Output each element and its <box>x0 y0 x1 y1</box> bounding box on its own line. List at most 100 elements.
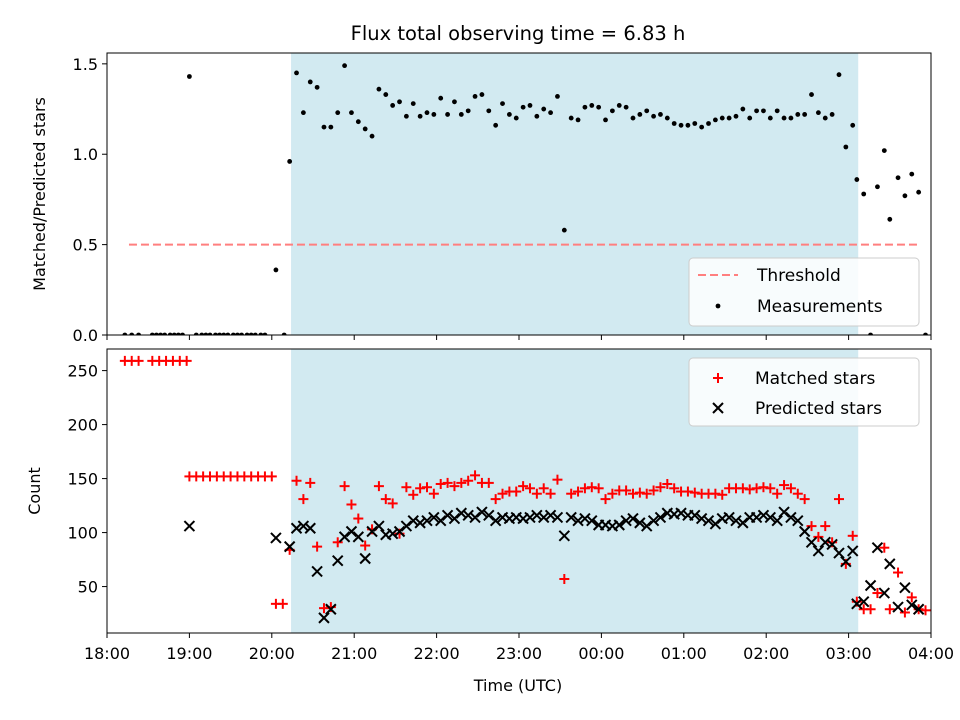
data-point-1-77 <box>798 525 811 538</box>
y-tick-label: 50 <box>78 578 98 597</box>
data-point-0-51 <box>470 470 481 481</box>
data-point-0-106 <box>809 92 814 97</box>
data-point-0-50 <box>463 475 474 486</box>
data-point-0-48 <box>410 101 416 107</box>
data-point-1-76 <box>792 514 804 527</box>
data-point-0-99 <box>799 494 810 505</box>
legend-matched-label: Matched stars <box>755 369 875 389</box>
data-point-0-112 <box>884 604 895 615</box>
series-measurements <box>122 63 928 335</box>
data-point-0-90 <box>699 124 705 130</box>
data-point-0-104 <box>833 494 844 505</box>
data-point-0-110 <box>836 72 842 78</box>
data-point-0-68 <box>548 110 553 116</box>
data-point-0-39 <box>349 110 354 116</box>
data-point-0-103 <box>788 115 794 121</box>
data-point-0-19 <box>225 332 231 335</box>
data-point-0-15 <box>207 332 213 335</box>
x-tick-label: 00:00 <box>578 644 624 663</box>
data-point-0-75 <box>596 104 602 110</box>
data-point-0-68 <box>586 482 597 493</box>
data-point-0-64 <box>559 574 570 585</box>
data-point-0-102 <box>781 115 787 121</box>
data-point-0-70 <box>561 227 567 233</box>
data-point-0-38 <box>380 494 391 505</box>
data-point-1-85 <box>851 598 863 610</box>
data-point-1-90 <box>884 558 896 570</box>
data-point-1-91 <box>892 601 904 613</box>
data-point-0-122 <box>916 189 922 195</box>
data-point-1-64 <box>709 518 722 530</box>
data-point-1-62 <box>695 512 708 525</box>
data-point-0-89 <box>692 121 698 126</box>
data-point-0-78 <box>655 482 666 493</box>
y-tick-label: 1.0 <box>73 145 98 164</box>
legend-threshold-label: Threshold <box>756 266 841 286</box>
data-point-1-74 <box>778 506 790 518</box>
data-point-1-87 <box>864 579 877 592</box>
data-point-0-14 <box>203 332 209 335</box>
data-point-1-86 <box>857 595 870 608</box>
data-point-0-79 <box>623 104 629 110</box>
x-tick-label: 03:00 <box>826 644 872 663</box>
legend-measurements-label: Measurements <box>757 297 883 317</box>
data-point-0-108 <box>822 115 828 121</box>
data-point-1-32 <box>489 514 502 527</box>
data-point-0-54 <box>452 99 457 105</box>
data-point-0-62 <box>506 112 512 117</box>
data-point-1-24 <box>435 514 447 527</box>
data-point-0-29 <box>318 603 329 614</box>
data-point-0-83 <box>651 113 656 119</box>
data-point-0-2 <box>133 355 144 366</box>
data-point-0-30 <box>287 159 293 164</box>
data-point-0-27 <box>262 332 268 335</box>
data-point-0-23 <box>277 598 288 609</box>
data-point-1-31 <box>483 509 495 522</box>
data-point-0-67 <box>579 483 590 494</box>
data-point-1-17 <box>386 527 399 540</box>
data-point-0-93 <box>758 482 769 493</box>
legend-box <box>688 257 920 327</box>
data-point-0-94 <box>726 115 732 121</box>
data-point-1-3 <box>290 522 303 534</box>
y-tick-label: 1.5 <box>73 55 98 74</box>
data-point-0-96 <box>740 106 746 112</box>
y-tick-label: 150 <box>67 470 98 489</box>
data-point-0-82 <box>644 108 650 114</box>
data-point-0-33 <box>307 79 313 85</box>
data-point-1-18 <box>393 525 406 538</box>
data-point-1-23 <box>428 511 440 524</box>
data-point-0-34 <box>314 84 320 90</box>
data-point-0-43 <box>415 483 426 494</box>
data-point-0-79 <box>662 478 673 489</box>
data-point-1-70 <box>750 511 763 524</box>
data-point-1-89 <box>878 587 891 599</box>
data-point-0-31 <box>332 537 343 548</box>
data-point-0-43 <box>376 86 382 92</box>
data-point-0-55 <box>497 488 508 499</box>
data-point-0-33 <box>346 499 357 510</box>
data-point-1-82 <box>833 547 845 559</box>
data-point-1-61 <box>689 509 701 522</box>
data-point-0-61 <box>538 483 549 494</box>
data-point-1-11 <box>345 525 358 538</box>
data-point-1-66 <box>723 511 735 524</box>
data-point-1-26 <box>448 512 461 525</box>
data-point-1-21 <box>414 517 426 529</box>
data-point-0-17 <box>217 332 223 335</box>
data-point-0-8 <box>171 332 177 335</box>
data-point-0-69 <box>555 93 560 99</box>
data-point-0-113 <box>854 177 860 182</box>
data-point-0-16 <box>213 332 218 335</box>
data-point-1-14 <box>366 525 378 538</box>
data-point-0-80 <box>669 483 680 494</box>
data-point-0-97 <box>785 483 796 494</box>
data-point-0-28 <box>312 541 323 552</box>
data-point-0-115 <box>868 332 873 335</box>
data-point-0-74 <box>627 488 638 499</box>
data-point-0-39 <box>387 498 398 509</box>
data-point-0-35 <box>321 124 327 130</box>
chart-title: Flux total observing time = 6.83 h <box>351 22 686 45</box>
data-point-0-41 <box>401 482 412 493</box>
